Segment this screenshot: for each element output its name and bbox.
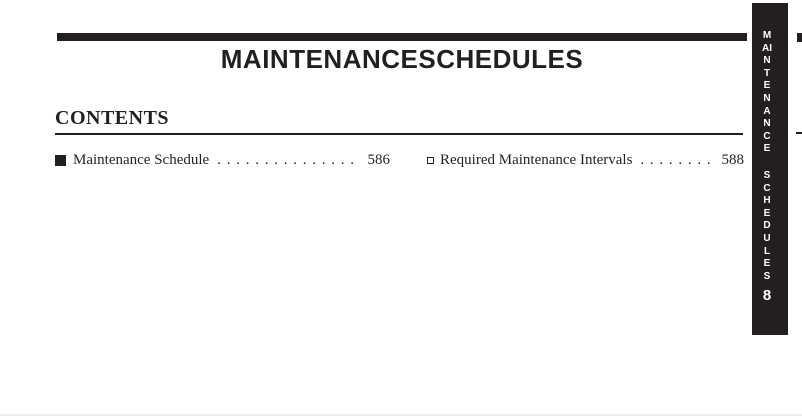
side-tab-chapter-number: 8 xyxy=(762,287,772,305)
toc-entry-label: Maintenance Schedule xyxy=(73,152,210,168)
chapter-side-tab: MAINTENANCE SCHEDULES 8 xyxy=(752,3,788,335)
side-tab-word-schedules: SCHEDULES xyxy=(763,169,771,282)
contents-heading: CONTENTS xyxy=(55,107,170,129)
hollow-square-bullet-icon xyxy=(427,156,434,164)
toc-entry-maintenance-schedule: Maintenance Schedule . . . . . . . . . .… xyxy=(55,151,390,169)
toc-entry-label: Required Maintenance Intervals xyxy=(440,152,633,168)
title-rule-bar xyxy=(57,33,747,41)
page-title: MAINTENANCESCHEDULES xyxy=(220,44,584,74)
toc-entry-required-maintenance-intervals: Required Maintenance Intervals . . . . .… xyxy=(427,151,744,169)
page-edge-bar-artifact xyxy=(797,33,802,42)
toc-page-number: 586 xyxy=(367,152,391,168)
filled-square-bullet-icon xyxy=(55,154,66,166)
toc-page-number: 588 xyxy=(721,152,745,168)
side-tab-word-maintenance: MAINTENANCE xyxy=(762,30,772,155)
contents-rule xyxy=(55,133,743,135)
toc-dot-leader: . . . . . . . . . . . . . . . . . . xyxy=(217,152,359,168)
toc-dot-leader: . . . . . . . . . . xyxy=(640,152,713,168)
page-edge-rule-artifact xyxy=(796,132,802,134)
scan-bottom-edge-line xyxy=(0,414,802,416)
